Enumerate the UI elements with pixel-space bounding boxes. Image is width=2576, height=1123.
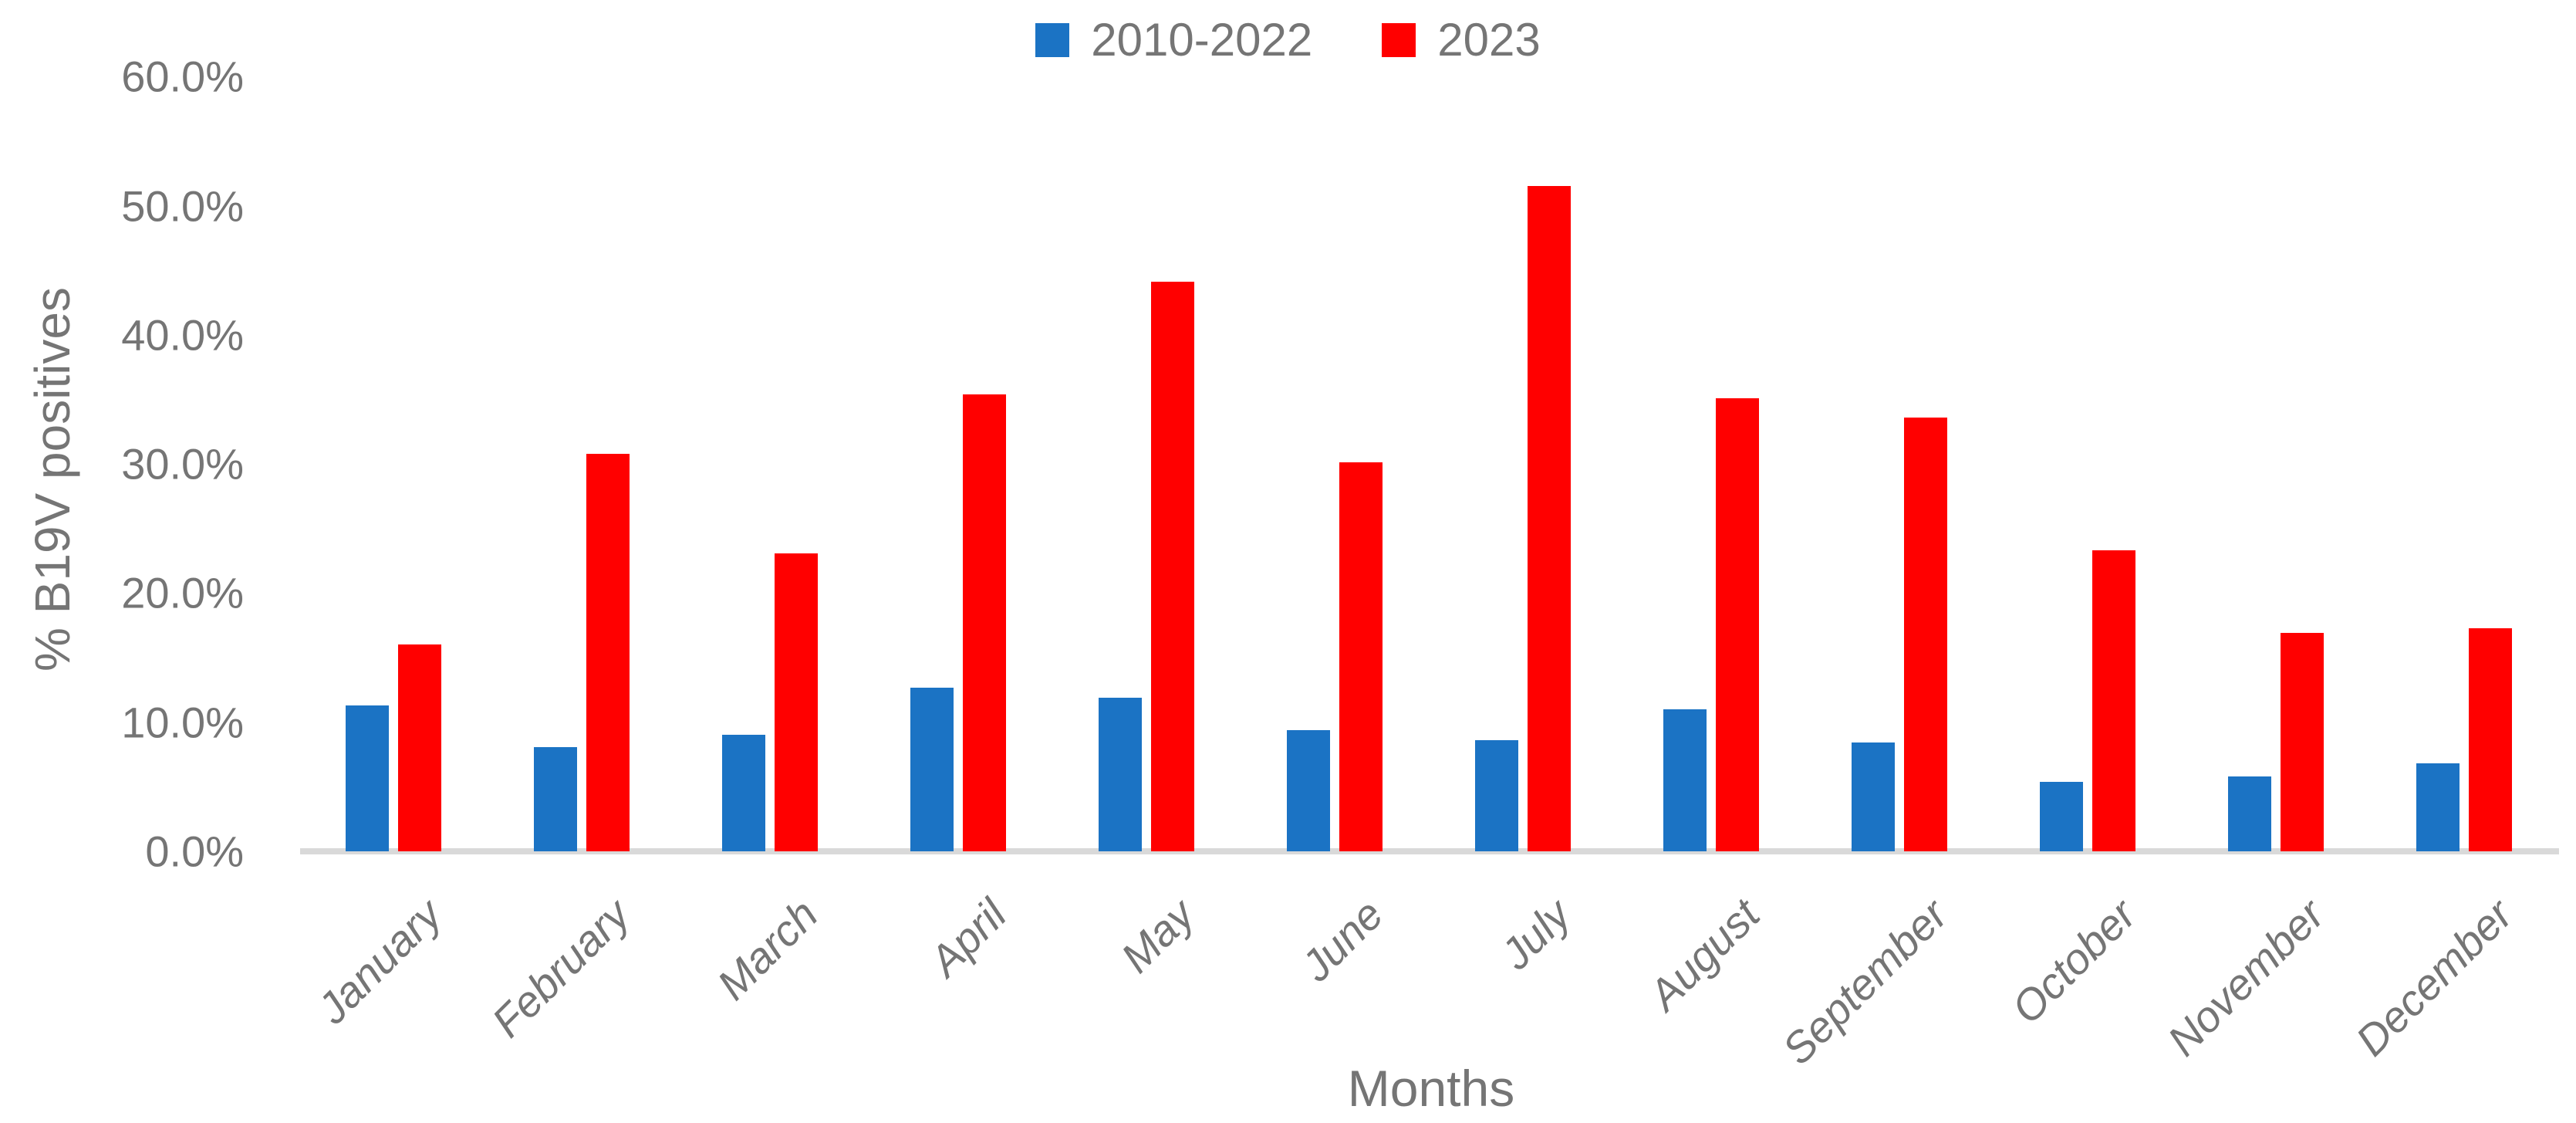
y-axis-tick-label: 20.0%	[121, 568, 244, 617]
legend-label: 2010-2022	[1091, 14, 1313, 66]
bar-2023-december	[2469, 627, 2512, 851]
bar-2010-2022-february	[534, 746, 577, 851]
x-axis-title: Months	[1347, 1060, 1515, 1117]
x-axis-label-december: December	[2346, 889, 2522, 1065]
legend-item-2023: 2023	[1382, 14, 1541, 66]
x-axis-label-january: January	[307, 889, 451, 1033]
bar-2023-june	[1339, 462, 1383, 851]
bar-2023-february	[586, 453, 630, 851]
bar-2010-2022-november	[2228, 776, 2271, 851]
y-axis-tick-label: 40.0%	[121, 310, 244, 360]
bar-2023-january	[398, 644, 441, 851]
y-axis-tick-label: 10.0%	[121, 698, 244, 747]
bar-2010-2022-september	[1852, 742, 1895, 851]
bar-2023-september	[1904, 417, 1947, 851]
bar-2023-november	[2281, 633, 2324, 851]
legend-item-2010-2022: 2010-2022	[1035, 17, 1312, 63]
x-axis-label-june: June	[1291, 889, 1393, 991]
x-axis-line	[300, 848, 2559, 854]
y-axis-tick-label: 30.0%	[121, 439, 244, 489]
bar-2010-2022-december	[2416, 763, 2460, 851]
x-axis-label-october: October	[2001, 889, 2146, 1033]
bar-2010-2022-july	[1475, 740, 1518, 851]
legend-swatch-red	[1382, 23, 1416, 57]
bar-2010-2022-october	[2040, 781, 2083, 851]
bar-2010-2022-january	[346, 705, 389, 851]
x-axis-label-february: February	[482, 889, 640, 1047]
x-axis-label-march: March	[707, 889, 828, 1010]
bar-2023-april	[963, 394, 1006, 851]
y-axis-tick-label: 60.0%	[121, 52, 244, 101]
legend-label: 2023	[1437, 14, 1541, 66]
legend: 2010-2022 2023	[0, 17, 2576, 63]
x-axis-label-august: August	[1639, 889, 1769, 1020]
bar-2023-july	[1528, 186, 1571, 851]
bar-2010-2022-april	[910, 687, 954, 851]
x-axis-label-november: November	[2158, 889, 2334, 1065]
x-axis-label-july: July	[1491, 889, 1581, 979]
bar-2023-october	[2092, 550, 2135, 851]
x-axis-label-september: September	[1773, 889, 1957, 1074]
y-axis-tick-label: 0.0%	[145, 827, 244, 876]
bar-2023-may	[1151, 282, 1194, 851]
bar-2010-2022-june	[1287, 729, 1330, 851]
x-axis-label-may: May	[1111, 889, 1204, 983]
bar-2023-august	[1716, 397, 1759, 851]
bar-2010-2022-august	[1663, 709, 1707, 851]
y-axis-tick-label: 50.0%	[121, 181, 244, 230]
bar-2023-march	[775, 553, 818, 851]
bar-2010-2022-march	[722, 735, 765, 851]
legend-swatch-blue	[1035, 23, 1070, 57]
x-axis-label-april: April	[920, 889, 1016, 986]
bar-2010-2022-may	[1099, 697, 1142, 851]
